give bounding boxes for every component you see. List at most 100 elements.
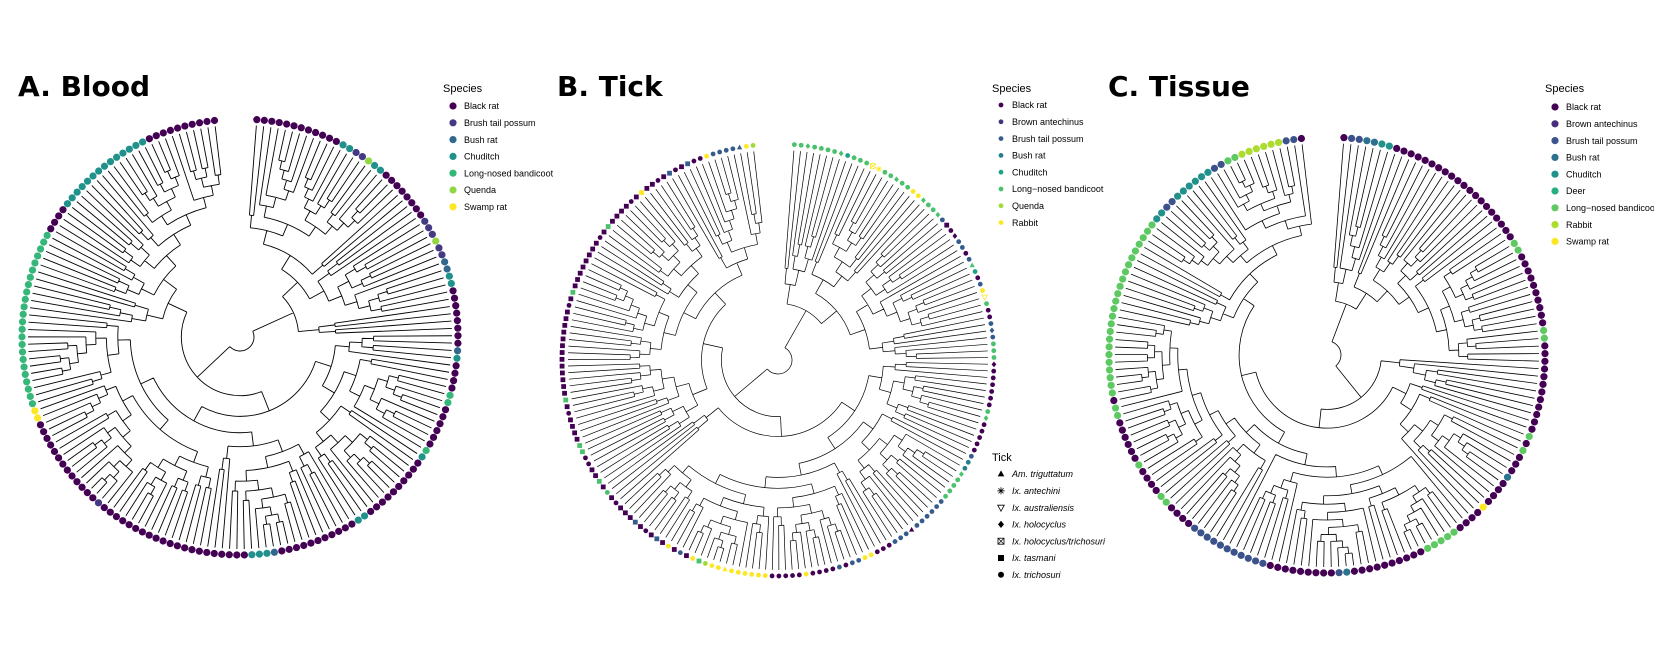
tip-point: [1128, 254, 1136, 262]
tip-point: [195, 547, 203, 555]
tip-point: [729, 568, 734, 574]
tip-point: [939, 217, 945, 223]
tip-point: [1158, 209, 1166, 217]
legend-swatch: [998, 153, 1004, 158]
circle-icon: [998, 571, 1004, 578]
tip-point: [1244, 554, 1252, 562]
tip-point: [572, 283, 578, 289]
legend-swatch: [449, 152, 457, 160]
tip-point: [1540, 334, 1548, 342]
tip-point: [1355, 135, 1363, 143]
tip-point: [691, 158, 697, 164]
tip-point: [1112, 297, 1120, 305]
tip-point: [1472, 191, 1480, 200]
tip-point: [321, 534, 329, 542]
tip-point: [843, 562, 849, 568]
tip-point: [428, 230, 436, 238]
tip-point: [562, 322, 568, 328]
tip-point: [1350, 567, 1359, 575]
tip-point: [166, 126, 175, 135]
tip-point: [1515, 453, 1524, 461]
tip-point: [1407, 150, 1415, 158]
tip-point: [1121, 268, 1130, 276]
legend-swatch: [1551, 137, 1559, 145]
tip-point: [975, 275, 981, 281]
tip-point: [159, 537, 167, 545]
tip-point: [248, 551, 256, 559]
tip-point: [319, 131, 327, 139]
tip-point: [914, 523, 920, 528]
tip-point: [395, 482, 403, 491]
tip-point: [389, 488, 398, 496]
tip-point: [297, 124, 305, 132]
legend-swatch: [1551, 221, 1559, 229]
tip-point: [677, 550, 683, 556]
tip-point: [1179, 514, 1187, 523]
tip-point: [1428, 160, 1436, 168]
tip-point: [574, 436, 580, 442]
tip-points: [18, 116, 462, 559]
tip-point: [910, 189, 916, 194]
tip-point: [1260, 142, 1268, 150]
tip-point: [292, 543, 301, 552]
tip-point: [1320, 569, 1328, 577]
legend-label: Brown antechinus: [1012, 117, 1084, 127]
tip-point: [1358, 566, 1366, 574]
tip-point: [832, 149, 838, 154]
tip-point: [268, 117, 276, 125]
tip-point: [166, 539, 174, 548]
tip-point: [971, 447, 977, 453]
tip-point: [1466, 186, 1474, 194]
tip-point: [684, 553, 689, 559]
legend-items: Black rat Brush tail possum Bush rat Chudit…: [449, 101, 554, 212]
tip-point: [830, 566, 836, 572]
tip-point: [106, 158, 115, 166]
tip-point: [1147, 480, 1156, 488]
tip-point: [20, 303, 28, 311]
tip-point: [1217, 160, 1225, 169]
tip-point: [341, 524, 349, 532]
tip-point: [1108, 312, 1117, 320]
tip-point: [1163, 203, 1171, 211]
tip-point: [33, 414, 42, 422]
tip-point: [63, 466, 71, 474]
tip-point: [1274, 563, 1282, 571]
tip-point: [818, 145, 824, 151]
tip-point: [858, 157, 863, 163]
tip-point: [750, 143, 756, 148]
tip-point: [304, 126, 313, 134]
tick-legend-title: Tick: [992, 452, 1012, 464]
legend-items: Black rat Brown antechinus Brush tail poss…: [1551, 102, 1654, 247]
legend-swatch: [1551, 204, 1559, 212]
tip-point: [210, 549, 218, 558]
tip-point: [119, 517, 127, 525]
tip-point: [977, 435, 983, 440]
tip-point: [346, 144, 354, 153]
legend-label: Brush tail possum: [464, 118, 536, 128]
tip-point: [270, 548, 278, 556]
tip-point: [589, 467, 595, 473]
tip-point: [1335, 569, 1343, 577]
panel-title: A. Blood: [18, 70, 150, 103]
tree-branches: [1114, 143, 1540, 567]
tip-point: [59, 460, 67, 468]
tip-point: [791, 142, 797, 148]
triangle-up-icon: [997, 470, 1005, 477]
tip-point: [432, 237, 440, 245]
tip-point: [1536, 304, 1544, 312]
tip-point: [454, 332, 462, 340]
tip-point: [36, 245, 45, 253]
tip-point: [1252, 145, 1260, 153]
tip-point: [622, 510, 628, 516]
tip-point: [441, 258, 449, 266]
panel-title: C. Tissue: [1108, 70, 1250, 103]
tip-point: [426, 440, 434, 448]
tip-point: [991, 361, 997, 368]
tip-point: [1275, 138, 1283, 147]
tip-point: [1223, 545, 1231, 553]
tip-point: [627, 515, 633, 520]
tip-point: [19, 310, 27, 318]
tip-point: [560, 336, 566, 342]
tip-point: [868, 552, 874, 558]
